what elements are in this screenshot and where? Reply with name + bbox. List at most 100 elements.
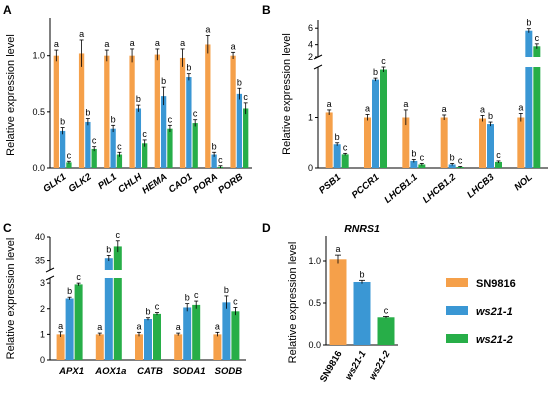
axis-break-mark — [45, 267, 55, 273]
significance-letter: b — [161, 76, 166, 86]
significance-letter: a — [54, 39, 59, 49]
significance-letter: c — [420, 152, 425, 162]
bar — [377, 317, 395, 345]
x-tick-label: PSB1 — [317, 172, 343, 196]
significance-letter: b — [106, 244, 111, 254]
bar — [213, 334, 222, 360]
y-tick-label: 2 — [40, 304, 45, 314]
y-tick-label: 4 — [308, 40, 313, 50]
x-tick-label: PCCR1 — [350, 172, 382, 201]
bar — [91, 148, 97, 168]
significance-letter: a — [518, 102, 523, 112]
bar-upper-part — [525, 30, 533, 57]
bar-upper-part — [533, 46, 541, 57]
panel-label: C — [3, 221, 12, 235]
significance-letter: c — [155, 302, 160, 312]
x-tick-label: ws21-1 — [343, 349, 368, 382]
y-tick-label: 40 — [35, 232, 45, 242]
bar — [418, 164, 426, 168]
x-tick-label: CATB — [137, 366, 163, 377]
bar — [53, 55, 59, 168]
bar — [230, 55, 236, 168]
legend-swatch — [446, 306, 468, 315]
x-tick-label: GLK1 — [41, 171, 68, 195]
bar — [364, 117, 371, 168]
significance-letter: a — [442, 104, 447, 114]
significance-letter: b — [145, 307, 150, 317]
bar — [66, 162, 72, 168]
y-tick-label: 1 — [308, 113, 313, 123]
bar — [78, 53, 85, 169]
x-tick-label: HEMA — [140, 171, 169, 196]
significance-letter: a — [365, 103, 370, 113]
bar — [372, 79, 379, 168]
legend-swatch — [446, 334, 468, 343]
x-tick-label: ws21-2 — [367, 348, 393, 382]
bar-upper-part — [104, 258, 113, 270]
significance-letter: a — [155, 38, 160, 48]
x-tick-label: LHCB1.1 — [382, 172, 419, 206]
significance-letter: b — [212, 141, 217, 151]
significance-letter: c — [381, 56, 386, 66]
bar-upper-part — [113, 246, 122, 270]
bar — [231, 311, 240, 360]
significance-letter: c — [193, 109, 198, 119]
significance-letter: a — [136, 321, 141, 331]
significance-letter: b — [237, 77, 242, 87]
bar — [192, 123, 198, 168]
y-axis-label: Relative expression level — [287, 242, 299, 364]
x-tick-label: LHCB3 — [465, 171, 497, 200]
y-tick-label: 1 — [40, 329, 45, 339]
significance-letter: c — [218, 155, 223, 165]
significance-letter: a — [215, 321, 220, 331]
bar — [179, 57, 186, 168]
bar — [104, 55, 110, 168]
y-tick-label: 0.5 — [308, 298, 321, 308]
bar — [59, 130, 66, 168]
bar — [183, 307, 192, 360]
bar — [222, 302, 231, 360]
bar — [353, 282, 371, 345]
bar — [142, 143, 148, 168]
panel-label: B — [262, 3, 271, 17]
bar — [448, 164, 456, 168]
bar — [95, 334, 104, 360]
bar — [205, 44, 211, 168]
significance-letter: b — [411, 148, 416, 158]
panel-d: D RNRS1 Relative expression level 0.0 0.5 1.0… — [262, 221, 398, 384]
bar — [144, 319, 152, 360]
bar — [211, 154, 217, 168]
significance-letter: b — [60, 117, 65, 127]
x-tick-label: SODA1 — [173, 366, 206, 377]
bar — [110, 128, 116, 168]
bar-lower-part — [525, 67, 533, 168]
legend: SN9816 ws21-1 ws21-2 — [446, 278, 516, 346]
bar — [135, 108, 142, 168]
y-tick-label: 0.5 — [32, 107, 45, 117]
y-tick-label: 1.0 — [308, 256, 321, 266]
significance-letter: c — [116, 230, 121, 240]
significance-letter: c — [117, 141, 122, 151]
y-tick-label: 0 — [40, 355, 45, 365]
x-tick-label: LHCB1.2 — [421, 171, 459, 205]
significance-letter: a — [79, 29, 84, 39]
significance-letter: b — [85, 108, 90, 118]
bar — [85, 121, 91, 168]
y-axis-label: Relative expression level — [281, 33, 293, 155]
bar — [440, 117, 448, 168]
significance-letter: c — [343, 142, 348, 152]
x-tick-label: CAO1 — [167, 171, 195, 195]
legend-label: ws21-2 — [476, 334, 513, 346]
significance-letter: a — [480, 104, 485, 114]
x-tick-label: PIL1 — [96, 171, 119, 192]
significance-letter: a — [97, 322, 102, 332]
significance-letter: b — [185, 293, 190, 303]
significance-letter: b — [359, 269, 364, 279]
bar — [479, 118, 486, 168]
significance-letter: a — [176, 322, 181, 332]
significance-letter: b — [67, 286, 72, 296]
bar-lower-part — [104, 278, 113, 360]
